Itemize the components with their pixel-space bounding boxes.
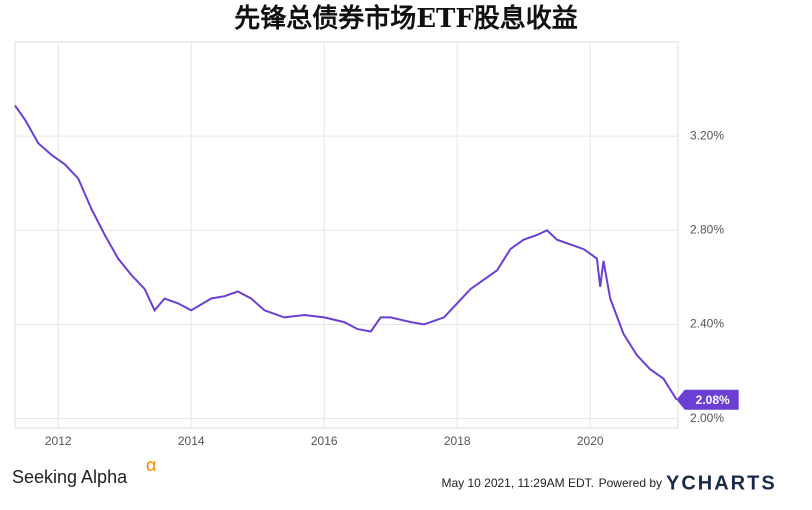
source-logo-mark: α [146, 455, 156, 475]
x-tick-label: 2014 [178, 434, 205, 448]
timestamp: May 10 2021, 11:29AM EDT. [441, 476, 594, 490]
y-tick-label: 2.40% [690, 317, 724, 331]
value-label: 2.08% [696, 393, 730, 407]
x-tick-label: 2020 [577, 434, 604, 448]
x-tick-label: 2012 [45, 434, 72, 448]
powered-by: Powered by [599, 476, 662, 490]
source-logo: Seeking Alpha [12, 467, 128, 487]
data-line [14, 104, 678, 401]
y-tick-label: 3.20% [690, 128, 724, 142]
chart-title: 先锋总债券市场ETF股息收益 [234, 3, 578, 34]
brand-logo: YCHARTS [666, 472, 777, 494]
y-tick-label: 2.00% [690, 411, 724, 425]
plot-frame [14, 41, 679, 429]
value-badge [676, 389, 739, 410]
y-tick-label: 2.80% [690, 222, 724, 236]
x-tick-label: 2016 [311, 434, 338, 448]
x-tick-label: 2018 [444, 434, 471, 448]
